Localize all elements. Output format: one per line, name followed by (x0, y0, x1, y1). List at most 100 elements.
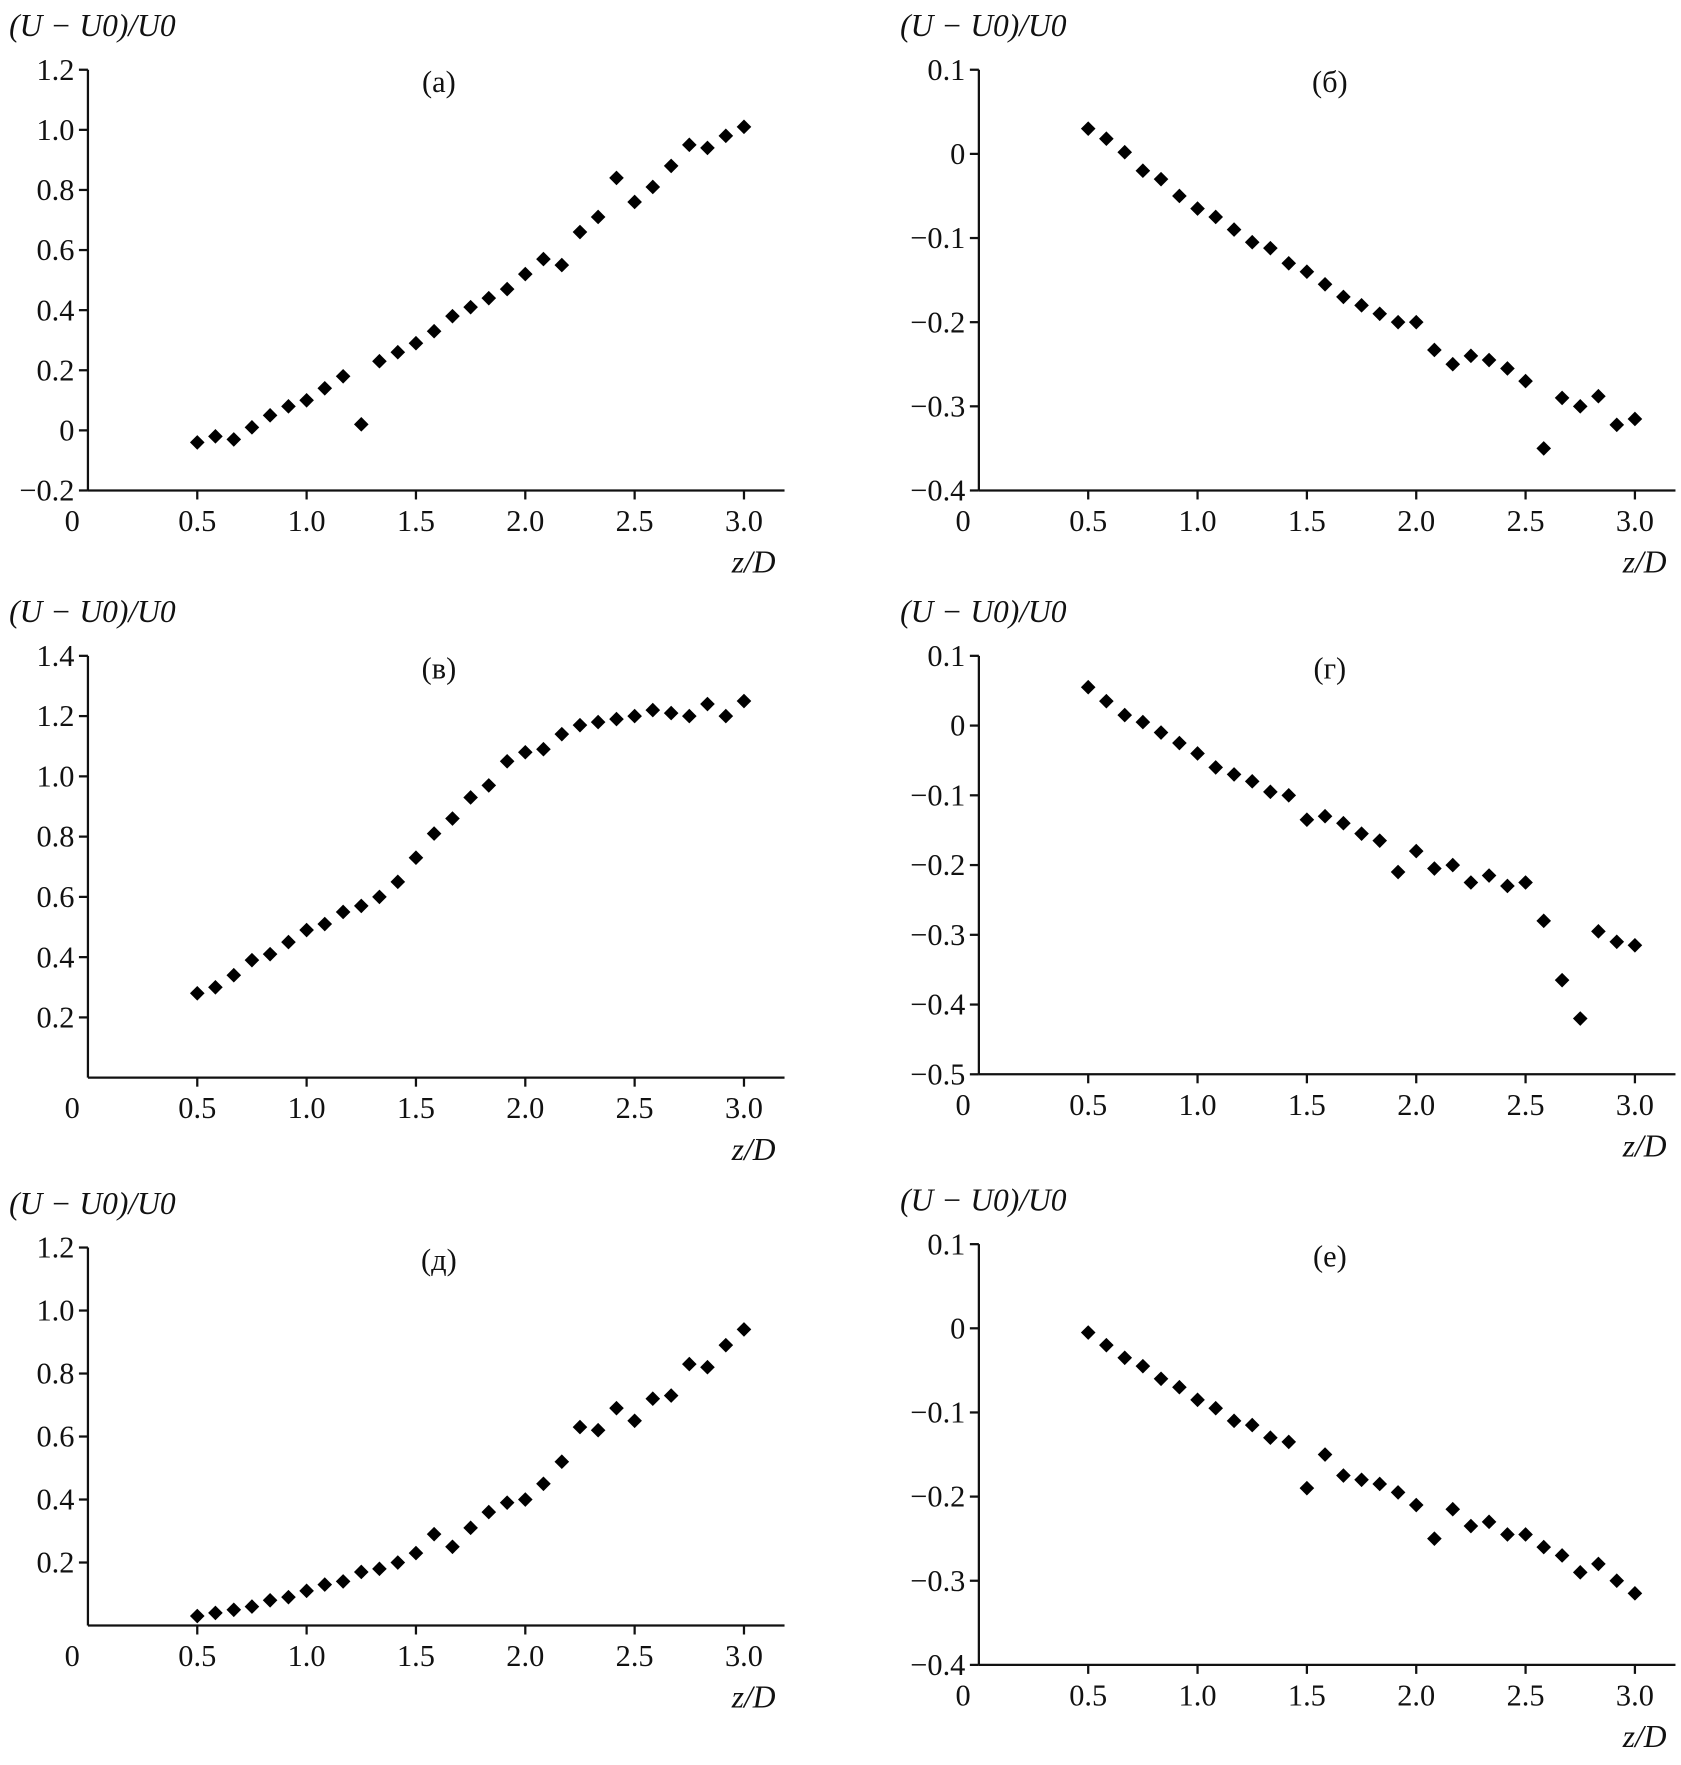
data-point (1609, 1573, 1625, 1589)
data-point (572, 224, 588, 240)
data-point (335, 904, 351, 920)
data-point (1208, 760, 1224, 775)
y-tick-label: −0.3 (910, 1564, 965, 1598)
data-point (1609, 934, 1625, 950)
data-point (372, 353, 387, 369)
x-tick-label: 0 (65, 1639, 80, 1673)
data-point (208, 1605, 223, 1621)
data-point (1427, 861, 1442, 876)
x-tick-label: 1.0 (288, 504, 326, 538)
y-axis-label: (U − U0)/U0 (900, 8, 1067, 43)
data-point (244, 420, 260, 435)
x-tick-label: 3.0 (725, 1091, 763, 1125)
x-tick-label: 2.0 (506, 504, 544, 538)
data-point (1317, 808, 1333, 824)
data-point (390, 344, 406, 360)
x-tick-label: 2.5 (616, 1091, 654, 1125)
data-point (681, 708, 697, 724)
data-point (189, 1608, 205, 1624)
data-point (1354, 1472, 1369, 1488)
data-point (499, 1495, 515, 1510)
y-tick-label: 1.4 (36, 639, 74, 673)
x-tick-label: 2.0 (506, 1639, 544, 1673)
x-tick-label: 2.5 (1507, 1678, 1545, 1712)
data-point (645, 179, 661, 195)
data-point (1445, 356, 1461, 372)
data-point (1572, 399, 1588, 414)
y-tick-label: 0.1 (927, 1227, 965, 1261)
data-point (645, 702, 661, 718)
data-point (1153, 1371, 1169, 1387)
data-point (1372, 833, 1388, 848)
x-axis-label: z/D (731, 1680, 776, 1715)
data-point (1208, 209, 1224, 225)
data-point (536, 741, 551, 757)
y-tick-label: −0.3 (910, 389, 965, 423)
data-point (1226, 1413, 1242, 1429)
x-tick-label: 1.5 (1288, 1088, 1326, 1122)
data-point (1080, 1325, 1096, 1340)
y-tick-label: −0.4 (910, 988, 965, 1022)
data-point (1572, 1565, 1588, 1580)
data-point (718, 708, 734, 724)
x-tick-label: 3.0 (1616, 1678, 1654, 1712)
x-tick-label: 1.5 (1288, 504, 1326, 538)
y-tick-label: −0.4 (910, 1648, 965, 1682)
data-point (1317, 1447, 1333, 1462)
data-point (244, 1599, 260, 1614)
data-point (281, 399, 296, 414)
data-point (1554, 390, 1570, 406)
y-tick-label: −0.3 (910, 918, 965, 952)
data-point (609, 1400, 624, 1416)
data-point (1190, 1392, 1205, 1408)
data-point (1099, 131, 1114, 147)
y-tick-label: 0.6 (36, 1420, 74, 1454)
data-point (335, 368, 351, 384)
data-point (627, 708, 642, 724)
x-tick-label: 2.0 (506, 1091, 544, 1125)
data-point (1500, 878, 1515, 894)
y-tick-label: 0.2 (36, 353, 74, 387)
x-tick-label: 2.0 (1397, 1678, 1435, 1712)
data-point (1244, 234, 1260, 250)
data-point (226, 967, 242, 983)
x-tick-label: 1.5 (397, 1091, 435, 1125)
data-point (408, 850, 424, 866)
data-point (262, 408, 278, 423)
data-point (572, 717, 588, 733)
data-point (1536, 1539, 1552, 1555)
data-point (1445, 1501, 1461, 1517)
data-point (590, 209, 606, 225)
y-axis-label: (U − U0)/U0 (900, 1182, 1067, 1217)
data-point (1390, 864, 1406, 880)
y-tick-label: 0.4 (36, 293, 74, 327)
data-point (1244, 1417, 1260, 1433)
x-tick-label: 0.5 (178, 1091, 216, 1125)
data-point (262, 946, 278, 962)
x-tick-label: 1.0 (1179, 504, 1217, 538)
data-point (554, 257, 570, 273)
x-tick-label: 3.0 (1616, 1088, 1654, 1122)
panel-label: (в) (422, 651, 457, 685)
data-point (1591, 924, 1606, 939)
data-point (226, 1602, 242, 1618)
x-tick-label: 3.0 (725, 1639, 763, 1673)
panel-label: (е) (1313, 1240, 1347, 1274)
y-tick-label: 0 (950, 709, 965, 743)
data-point (1354, 826, 1369, 841)
x-tick-label: 2.5 (1507, 1088, 1545, 1122)
data-point (1627, 411, 1643, 427)
data-point (372, 889, 387, 905)
data-point (317, 916, 333, 932)
data-point (481, 1504, 497, 1520)
data-point (700, 1359, 715, 1375)
x-tick-label: 2.5 (616, 504, 654, 538)
data-point (281, 934, 296, 950)
data-point (609, 170, 624, 186)
data-point (1572, 1011, 1588, 1026)
data-point (1372, 1476, 1388, 1492)
data-point (1190, 746, 1205, 761)
data-point (1135, 163, 1151, 179)
data-point (408, 1545, 424, 1561)
x-tick-label: 0 (956, 1678, 971, 1712)
